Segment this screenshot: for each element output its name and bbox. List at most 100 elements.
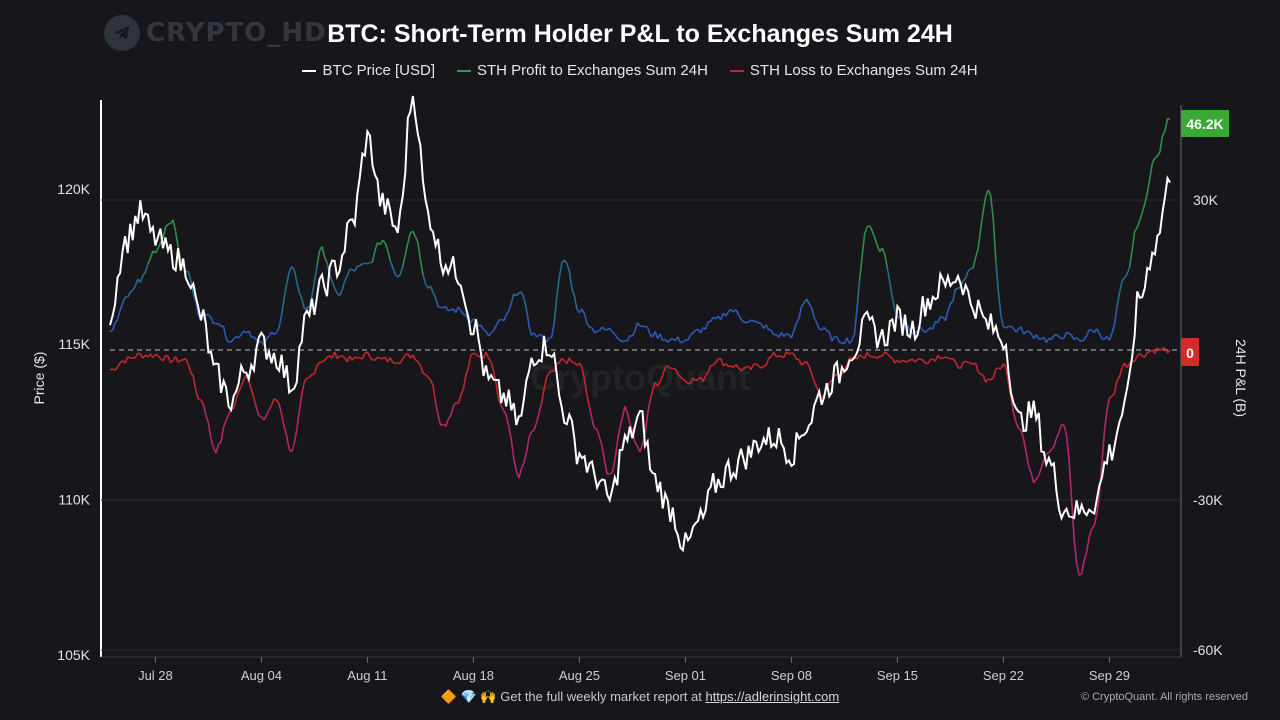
- loss-segment-82: [316, 361, 321, 367]
- loss-segment-186: [578, 362, 583, 368]
- loss-segment-345: [980, 373, 984, 377]
- loss-segment-203: [621, 406, 626, 419]
- loss-segment-335: [954, 361, 959, 368]
- x-tick-label: Sep 15: [877, 668, 918, 683]
- profit-segment-399: [1113, 306, 1118, 325]
- profit-segment-203: [619, 339, 623, 343]
- loss-segment-4: [119, 360, 124, 364]
- profit-segment-51: [235, 335, 240, 339]
- profit-segment-190: [586, 323, 591, 328]
- loss-segment-313: [899, 359, 904, 364]
- profit-segment-2: [111, 322, 116, 331]
- footer-link[interactable]: https://adlerinsight.com: [705, 689, 840, 704]
- footer-emoji: 🔶 💎 🙌: [440, 689, 497, 704]
- profit-segment-22: [162, 227, 167, 239]
- profit-segment-208: [631, 330, 636, 337]
- loss-segment-381: [1070, 498, 1075, 539]
- loss-segment-150: [487, 357, 492, 363]
- profit-segment-108: [379, 239, 384, 245]
- loss-segment-291: [843, 364, 848, 371]
- profit-segment-339: [962, 277, 967, 282]
- profit-segment-179: [558, 262, 563, 278]
- loss-segment-237: [707, 365, 712, 373]
- loss-segment-378: [1063, 425, 1068, 436]
- profit-segment-269: [786, 332, 790, 336]
- loss-segment-67: [278, 403, 283, 415]
- loss-segment-170: [538, 402, 543, 414]
- loss-segment-212: [644, 414, 649, 436]
- loss-segment-380: [1068, 459, 1073, 499]
- loss-segment-143: [470, 352, 474, 356]
- profit-segment-372: [1045, 337, 1050, 343]
- profit-segment-350: [990, 195, 995, 221]
- loss-segment-101: [364, 351, 368, 354]
- profit-segment-245: [725, 311, 730, 317]
- loss-segment-2: [114, 366, 119, 371]
- loss-segment-39: [207, 422, 212, 439]
- loss-segment-373: [1050, 446, 1055, 451]
- loss-segment-217: [656, 380, 661, 387]
- loss-segment-94: [346, 355, 351, 363]
- profit-segment-77: [301, 298, 306, 310]
- loss-segment-270: [791, 352, 795, 355]
- loss-segment-153: [495, 383, 500, 400]
- profit-segment-323: [922, 329, 926, 334]
- profit-segment-213: [644, 325, 648, 328]
- loss-segment-379: [1065, 434, 1070, 460]
- loss-segment-306: [881, 351, 886, 357]
- profit-segment-378: [1061, 337, 1065, 340]
- profit-segment-158: [505, 310, 510, 316]
- profit-segment-322: [919, 326, 924, 331]
- loss-segment-308: [886, 353, 891, 358]
- loss-segment-235: [702, 375, 707, 382]
- loss-segment-29: [182, 357, 186, 361]
- loss-segment-134: [447, 415, 452, 420]
- x-tick-label: Sep 29: [1089, 668, 1130, 683]
- loss-segment-337: [959, 362, 964, 370]
- footer: 🔶 💎 🙌 Get the full weekly market report …: [0, 689, 1280, 705]
- loss-segment-154: [497, 399, 502, 406]
- profit-segment-141: [463, 313, 467, 316]
- profit-segment-60: [258, 340, 262, 344]
- profit-segment-345: [977, 228, 982, 249]
- loss-segment-325: [930, 358, 933, 361]
- profit-segment-202: [616, 337, 621, 341]
- profit-segment-1: [109, 329, 113, 333]
- profit-segment-254: [748, 319, 752, 323]
- loss-segment-297: [859, 354, 863, 358]
- loss-segment-321: [919, 358, 924, 361]
- profit-segment-54: [243, 330, 247, 334]
- loss-segment-91: [339, 354, 343, 358]
- loss-segment-244: [725, 362, 729, 367]
- profit-segment-272: [793, 322, 798, 331]
- loss-segment-320: [917, 358, 921, 361]
- legend-item-price[interactable]: BTC Price [USD]: [302, 62, 435, 79]
- loss-segment-111: [389, 357, 394, 363]
- profit-segment-162: [515, 292, 520, 297]
- y-right-tick-label: -60K: [1193, 642, 1223, 658]
- loss-segment-66: [275, 399, 280, 405]
- profit-segment-58: [253, 336, 257, 341]
- loss-segment-276: [805, 361, 810, 367]
- loss-segment-296: [856, 354, 861, 360]
- loss-segment-246: [730, 365, 734, 369]
- profit-segment-204: [622, 340, 626, 343]
- loss-segment-24: [170, 359, 174, 364]
- loss-segment-388: [1088, 528, 1093, 537]
- profit-segment-255: [750, 319, 754, 322]
- profit-segment-327: [932, 321, 937, 330]
- profit-segment-250: [737, 314, 742, 320]
- profit-segment-404: [1126, 266, 1131, 275]
- profit-segment-405: [1128, 249, 1133, 268]
- legend-item-loss[interactable]: STH Loss to Exchanges Sum 24H: [729, 62, 978, 79]
- profit-segment-181: [563, 259, 568, 264]
- loss-segment-346: [982, 375, 987, 383]
- profit-segment-83: [316, 250, 321, 267]
- x-ticks: Jul 28 Aug 04 Aug 11 Aug 18 Aug 25 Sep 01 Sep …: [138, 657, 1130, 683]
- profit-segment-164: [520, 291, 525, 298]
- profit-segment-352: [995, 261, 1000, 292]
- x-tick-label: Aug 18: [453, 668, 494, 683]
- legend-item-profit[interactable]: STH Profit to Exchanges Sum 24H: [456, 62, 708, 79]
- loss-segment-343: [974, 362, 979, 373]
- profit-segment-346: [979, 210, 985, 229]
